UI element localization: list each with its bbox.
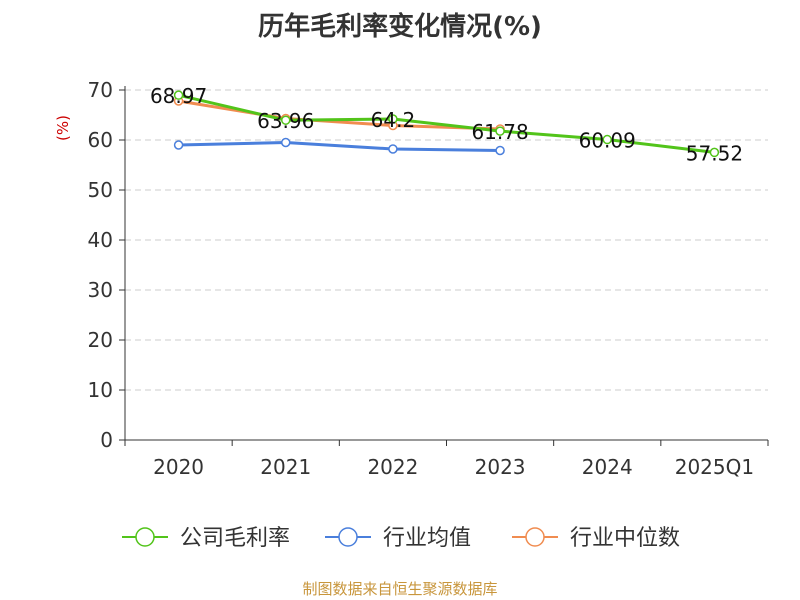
data-point [388,144,398,154]
data-point [602,134,612,145]
data-label: 68.97 [150,84,207,108]
y-tick-label: 70 [88,78,113,102]
y-axis-label: (%) [54,115,72,141]
legend-marker [338,527,358,547]
x-tick-label: 2023 [475,455,526,479]
data-label-layer: 68.97 63.96 64.2 61.78 60.09 57.52 [150,84,743,165]
legend-label: 公司毛利率 [180,526,290,551]
y-tick-label: 60 [88,128,113,152]
x-tick-label: 2021 [260,455,311,479]
legend: 公司毛利率 行业均值 行业中位数 [122,526,680,551]
axis-layer: 0 10 20 30 40 50 60 70 (%) 2020 2021 2022 2023 2024 20… [54,78,769,479]
data-point [495,126,505,136]
data-point [281,137,291,148]
source-note: 制图数据来自恒生聚源数据库 [302,580,498,598]
data-point [495,145,505,156]
data-point [709,147,720,158]
series-line [178,99,501,131]
series-line [178,93,715,154]
x-tick-label: 2020 [153,455,204,479]
y-tick-label: 10 [88,378,113,402]
data-point [173,90,184,100]
legend-label: 行业均值 [383,526,471,551]
data-label: 61.78 [471,120,528,144]
y-tick-label: 0 [100,428,113,452]
grid-layer [125,89,768,391]
y-tick-label: 50 [88,178,113,202]
data-label: 57.52 [686,141,743,165]
x-tick-label: 2022 [367,455,418,479]
y-tick-label: 40 [88,228,113,252]
data-label: 64.2 [371,108,416,132]
y-tick-label: 20 [88,328,113,352]
chart-title: 历年毛利率变化情况(%) [258,12,542,42]
data-label: 60.09 [579,129,636,153]
x-tick-label: 2024 [582,455,633,479]
data-point [388,114,398,124]
series-line [178,141,501,152]
data-point [281,115,291,125]
legend-marker [135,527,155,547]
legend-label: 行业中位数 [570,526,680,551]
x-tick-label: 2025Q1 [675,455,754,479]
data-label: 63.96 [257,109,314,133]
data-point [173,140,184,150]
series-layer [173,90,720,158]
legend-marker [525,527,545,547]
y-tick-label: 30 [88,278,113,302]
